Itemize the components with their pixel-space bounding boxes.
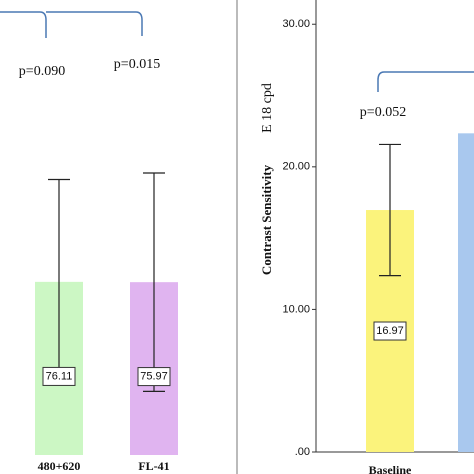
annotation: p=0.090 bbox=[19, 64, 65, 79]
y-tick-label: .00 bbox=[295, 446, 310, 458]
y-tick-label: 10.00 bbox=[282, 303, 310, 315]
value-label-box bbox=[137, 367, 171, 387]
value-label: 16.97 bbox=[376, 325, 404, 337]
bracket bbox=[0, 11, 143, 38]
x-tick-label: Baseline bbox=[369, 463, 412, 474]
bar bbox=[458, 133, 474, 453]
annotation: p=0.052 bbox=[360, 105, 406, 120]
value-label-box bbox=[42, 366, 76, 386]
error-bar bbox=[143, 172, 165, 392]
y-axis-label: Contrast Sensitivity bbox=[259, 164, 274, 275]
value-label: 75.97 bbox=[140, 370, 168, 382]
value-label: 76.11 bbox=[46, 370, 73, 382]
annotation: p=0.015 bbox=[114, 57, 160, 72]
y-tick-label: 30.00 bbox=[282, 18, 310, 30]
x-tick-label: 480+620 bbox=[38, 459, 81, 473]
y-axis-label: E 18 cpd bbox=[260, 83, 275, 133]
value-label-box bbox=[373, 321, 407, 341]
error-bar bbox=[379, 143, 401, 277]
y-tick-label: 20.00 bbox=[282, 161, 310, 173]
x-tick-label: FL-41 bbox=[138, 459, 169, 473]
bracket bbox=[377, 71, 474, 92]
